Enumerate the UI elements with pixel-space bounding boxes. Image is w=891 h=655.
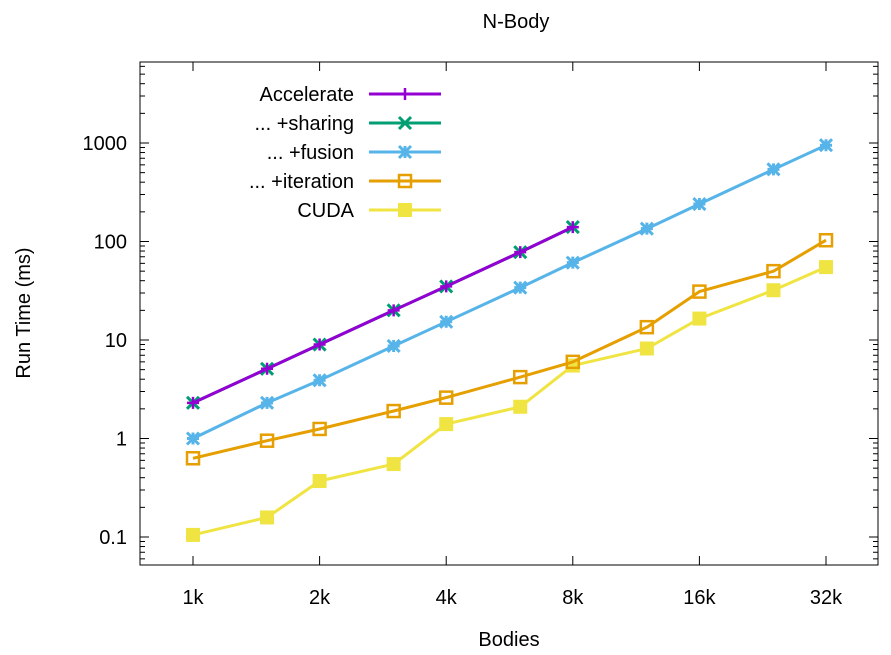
data-point: [387, 304, 400, 317]
legend-marker: [398, 203, 412, 217]
data-point: [514, 246, 527, 259]
data-point: [386, 403, 401, 419]
series-2: [185, 138, 834, 446]
data-point: [818, 138, 834, 153]
legend-marker: [397, 173, 413, 189]
data-point: [312, 373, 327, 388]
data-point: [439, 314, 454, 329]
data-point: [639, 319, 655, 335]
data-point: [819, 260, 833, 275]
data-point: [766, 263, 781, 279]
data-point: [186, 527, 200, 542]
y-tick-label: 1: [116, 429, 127, 451]
data-point: [565, 255, 580, 270]
chart-title: N-Body: [483, 11, 550, 33]
legend-label: ... +sharing: [254, 113, 354, 135]
legend-marker: [397, 115, 413, 131]
data-point: [692, 284, 707, 299]
data-point: [440, 280, 453, 293]
legend-label: ... +fusion: [267, 142, 354, 164]
legend-marker: [399, 88, 411, 100]
legend-label: ... +iteration: [249, 171, 354, 193]
data-point: [386, 338, 401, 354]
x-tick-label: 8k: [562, 587, 584, 609]
data-point: [639, 221, 654, 236]
y-tick-label: 10: [105, 330, 127, 352]
series-line: [192, 225, 574, 405]
legend-item: Accelerate: [260, 84, 441, 106]
data-point: [312, 474, 327, 489]
legend-item: ... +sharing: [254, 113, 441, 135]
data-point: [438, 390, 454, 405]
x-tick-label: 2k: [309, 587, 331, 609]
data-point: [261, 362, 274, 375]
legend-label: CUDA: [297, 200, 354, 222]
series-4: [186, 260, 833, 542]
data-point: [259, 395, 275, 410]
data-point: [313, 338, 326, 351]
series-line: [192, 238, 827, 460]
data-point: [513, 399, 528, 414]
legend: Accelerate ... +sharing ... +fusion ... +it…: [249, 84, 441, 222]
legend-marker: [397, 144, 413, 160]
data-point: [566, 221, 579, 234]
y-tick-label: 1000: [83, 133, 128, 155]
data-point: [766, 283, 781, 298]
y-axis-label: Run Time (ms): [13, 247, 35, 378]
legend-item: CUDA: [297, 200, 441, 222]
x-axis-label: Bodies: [478, 629, 539, 651]
series-layer: [185, 138, 834, 542]
data-point: [439, 417, 454, 432]
data-point: [185, 431, 201, 446]
data-point: [692, 196, 707, 212]
y-tick-label: 100: [94, 232, 127, 254]
data-point: [565, 354, 581, 370]
x-tick-label: 1k: [182, 587, 204, 609]
data-point: [312, 421, 327, 437]
axis-ticks: 1k 2k 4k 8k 16k 32k 0.1 1 10 100 1000: [83, 62, 878, 609]
legend-item: ... +iteration: [249, 171, 441, 193]
legend-label: Accelerate: [260, 84, 355, 106]
series-line: [192, 265, 827, 537]
data-point: [818, 232, 834, 248]
data-point: [386, 457, 401, 472]
data-point: [513, 280, 528, 295]
legend-item: ... +fusion: [267, 142, 441, 164]
series-0: [187, 221, 579, 409]
data-point: [259, 433, 275, 448]
data-point: [513, 369, 528, 385]
data-point: [187, 396, 199, 409]
x-tick-label: 4k: [436, 587, 458, 609]
series-3: [185, 232, 834, 466]
plot-frame: [139, 61, 879, 566]
data-point: [766, 162, 781, 177]
data-point: [639, 341, 654, 356]
x-tick-label: 32k: [810, 587, 843, 609]
data-point: [185, 451, 201, 466]
y-tick-label: 0.1: [99, 527, 127, 549]
x-tick-label: 16k: [683, 587, 716, 609]
data-point: [260, 510, 275, 525]
data-point: [692, 311, 707, 326]
